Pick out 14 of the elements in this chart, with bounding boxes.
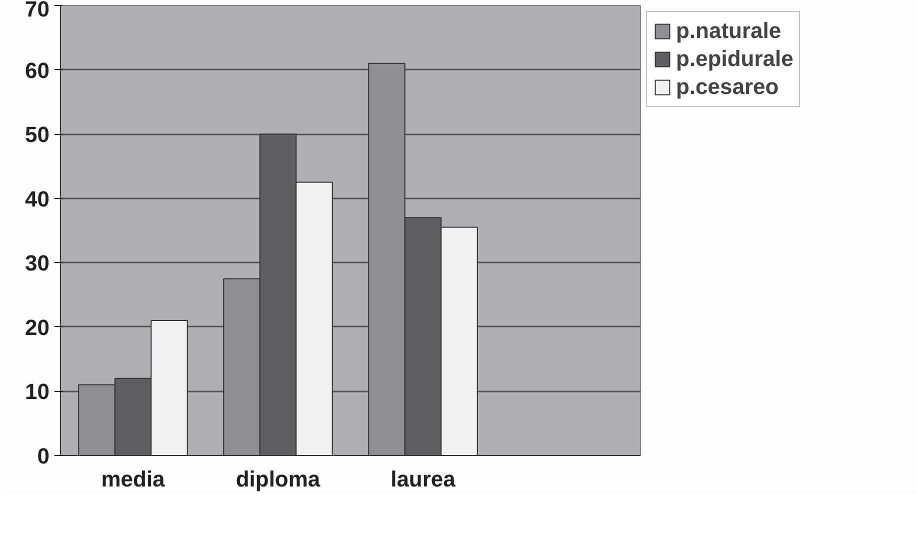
legend-label: p.cesareo	[676, 74, 779, 100]
y-tick-label: 50	[25, 122, 50, 148]
y-tick-label: 20	[25, 314, 50, 340]
y-tick-label: 10	[25, 379, 50, 404]
y-tick-label: 0	[37, 444, 50, 468]
x-tick-label: laurea	[390, 466, 456, 492]
y-tick-label: 70	[25, 0, 50, 22]
x-tick-label: diploma	[236, 466, 321, 492]
x-tick-label: media	[101, 466, 166, 492]
legend-label: p.epidurale	[676, 46, 794, 72]
y-tick-label: 60	[25, 58, 50, 83]
y-tick-label: 30	[25, 250, 50, 276]
legend-label: p.naturale	[676, 18, 782, 44]
y-tick-label: 40	[25, 186, 50, 212]
